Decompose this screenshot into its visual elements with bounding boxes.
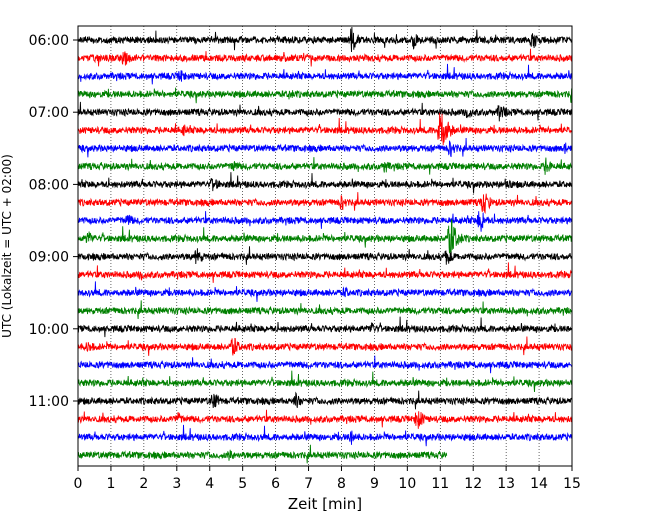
traces bbox=[77, 26, 573, 464]
y-tick-label: 09:00 bbox=[29, 250, 69, 266]
plot-frame bbox=[77, 25, 573, 467]
trace-line bbox=[77, 48, 573, 67]
x-tick-label: 11 bbox=[431, 476, 449, 492]
x-tick-label: 15 bbox=[563, 476, 581, 492]
y-axis-label: UTC (Lokalzeit = UTC + 02:00) bbox=[0, 154, 14, 338]
x-tick-label: 3 bbox=[172, 476, 181, 492]
x-axis-label: Zeit [min] bbox=[288, 495, 362, 513]
trace-line bbox=[77, 300, 573, 320]
trace-line bbox=[77, 262, 573, 283]
x-tick-label: 13 bbox=[497, 476, 515, 492]
x-tick-label: 8 bbox=[337, 476, 346, 492]
x-tick-label: 1 bbox=[106, 476, 115, 492]
trace-line bbox=[77, 157, 573, 175]
x-tick-label: 7 bbox=[304, 476, 313, 492]
trace-line bbox=[77, 246, 573, 265]
trace-line bbox=[77, 424, 573, 447]
trace-line bbox=[77, 172, 573, 194]
grid bbox=[110, 26, 540, 466]
trace-line bbox=[77, 112, 573, 146]
x-tick-label: 0 bbox=[74, 476, 83, 492]
trace-line bbox=[77, 316, 573, 338]
y-tick-label: 11:00 bbox=[29, 394, 69, 410]
trace-line bbox=[77, 409, 573, 429]
x-tick-label: 10 bbox=[398, 476, 416, 492]
trace-line bbox=[77, 355, 572, 374]
trace-line bbox=[77, 26, 573, 53]
y-axis: 06:00 07:00 08:00 09:00 10:00 11:00 bbox=[29, 33, 78, 410]
trace-line bbox=[77, 87, 573, 104]
x-tick-label: 2 bbox=[139, 476, 148, 492]
trace-line bbox=[77, 444, 448, 464]
y-tick-label: 08:00 bbox=[29, 177, 69, 193]
y-tick-label: 06:00 bbox=[29, 33, 69, 49]
trace-line bbox=[77, 63, 573, 85]
trace-line bbox=[77, 336, 572, 356]
x-tick-label: 14 bbox=[530, 476, 548, 492]
trace-line bbox=[77, 211, 573, 232]
x-axis: 0 1 2 3 4 5 6 7 8 9 10 11 12 13 14 15 bbox=[74, 466, 581, 492]
trace-line bbox=[77, 101, 573, 122]
y-tick-label: 07:00 bbox=[29, 105, 69, 121]
y-tick-label: 10:00 bbox=[29, 322, 69, 338]
x-tick-label: 9 bbox=[370, 476, 379, 492]
trace-line bbox=[77, 192, 573, 215]
x-tick-label: 12 bbox=[464, 476, 482, 492]
trace-line bbox=[77, 370, 573, 393]
x-tick-label: 5 bbox=[238, 476, 247, 492]
trace-line bbox=[77, 137, 573, 158]
trace-line bbox=[77, 281, 573, 302]
x-tick-label: 6 bbox=[271, 476, 280, 492]
trace-line bbox=[77, 219, 573, 255]
x-tick-label: 4 bbox=[205, 476, 214, 492]
trace-line bbox=[77, 390, 573, 410]
